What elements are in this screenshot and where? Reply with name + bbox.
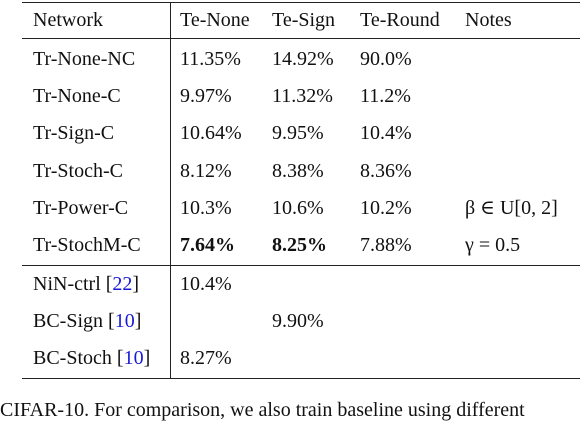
value-cell: 8.36% — [360, 159, 412, 182]
page: Network Te-None Te-Sign Te-Round Notes Tr-Non… — [0, 2, 580, 421]
network-name: Tr-Sign-C — [33, 122, 115, 145]
network-cell: Tr-Stoch-C — [33, 159, 123, 183]
value-cell: 11.2% — [360, 85, 411, 108]
value-cell: 8.25% — [272, 234, 327, 256]
value-cell: 9.90% — [272, 310, 324, 333]
rule — [22, 38, 580, 39]
header-cell: Notes — [465, 9, 512, 31]
network-name: Tr-StochM-C — [33, 234, 141, 256]
value-cell: 10.4% — [360, 122, 412, 145]
network-cell: Tr-Sign-C — [33, 121, 114, 145]
citation[interactable]: 10 — [114, 310, 135, 333]
network-name: BC-Sign [ — [33, 310, 115, 333]
network-name: BC-Stoch [ — [33, 347, 124, 370]
rule — [22, 265, 580, 266]
network-name: ] — [132, 273, 140, 295]
note-cell: β ∈ U[0, 2] — [465, 196, 558, 219]
network-name: Tr-None-NC — [33, 48, 136, 70]
value-cell: 10.2% — [360, 196, 412, 219]
value-cell: 14.92% — [272, 48, 334, 70]
citation[interactable]: 10 — [123, 347, 144, 370]
rule — [170, 2, 171, 379]
value-cell: 8.38% — [272, 159, 324, 182]
network-cell: Tr-None-C — [33, 84, 121, 108]
rule — [22, 2, 580, 3]
citation[interactable]: 22 — [112, 273, 133, 295]
note-cell: γ = 0.5 — [465, 234, 521, 256]
value-cell: 8.27% — [180, 347, 232, 370]
header-cell: Te-Sign — [272, 9, 336, 31]
network-name: Tr-Power-C — [33, 196, 129, 219]
network-cell: BC-Sign [10] — [33, 309, 141, 333]
value-cell: 10.4% — [180, 273, 232, 295]
header-cell: Te-Round — [360, 9, 440, 31]
network-name: ] — [143, 347, 151, 370]
network-name: Tr-None-C — [33, 85, 121, 108]
value-cell: 10.64% — [180, 122, 242, 145]
network-cell: Tr-None-NC — [33, 47, 135, 71]
network-cell: Tr-Power-C — [33, 196, 128, 220]
rule — [22, 378, 580, 379]
network-name: NiN-ctrl [ — [33, 273, 113, 295]
value-cell: 10.3% — [180, 196, 232, 219]
value-cell: 8.12% — [180, 159, 232, 182]
value-cell: 9.95% — [272, 122, 324, 145]
header-cell: Te-None — [180, 9, 250, 31]
value-cell: 10.6% — [272, 196, 324, 219]
network-cell: BC-Stoch [10] — [33, 346, 150, 370]
caption: CIFAR-10. For comparison, we also train … — [0, 399, 525, 421]
header-cell: Network — [33, 9, 103, 31]
value-cell: 9.97% — [180, 85, 232, 108]
value-cell: 11.35% — [180, 48, 241, 70]
value-cell: 11.32% — [272, 85, 333, 108]
network-cell: NiN-ctrl [22] — [33, 272, 139, 296]
value-cell: 7.88% — [360, 234, 412, 256]
network-cell: Tr-StochM-C — [33, 233, 141, 257]
network-name: ] — [134, 310, 142, 333]
value-cell: 90.0% — [360, 48, 412, 70]
value-cell: 7.64% — [180, 234, 235, 256]
network-name: Tr-Stoch-C — [33, 159, 123, 182]
